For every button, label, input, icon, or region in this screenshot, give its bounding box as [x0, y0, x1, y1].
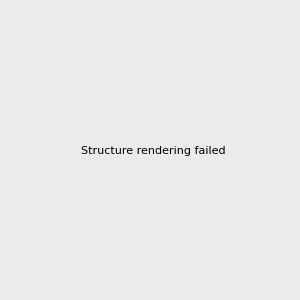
- Text: Structure rendering failed: Structure rendering failed: [81, 146, 226, 157]
